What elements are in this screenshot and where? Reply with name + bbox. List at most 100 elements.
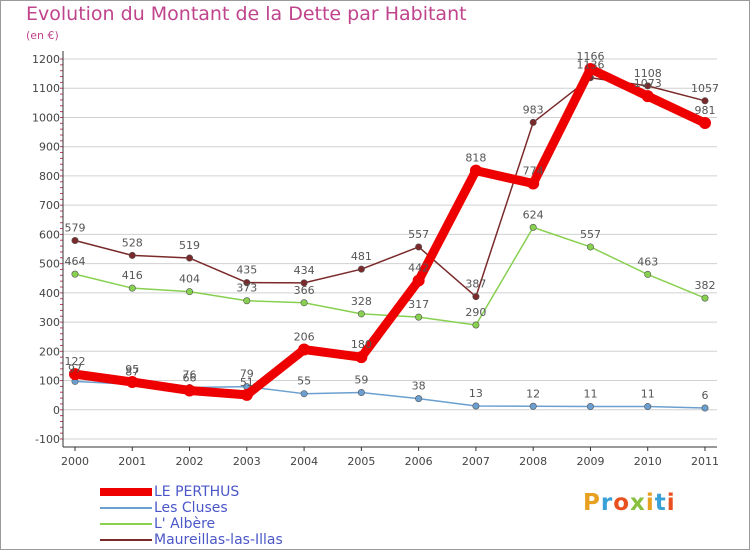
y-tick-label: -100 xyxy=(35,433,60,446)
data-point xyxy=(644,270,652,278)
data-point xyxy=(701,97,709,105)
legend-swatch xyxy=(100,523,152,525)
data-label: 624 xyxy=(523,208,544,221)
y-tick-label: 0 xyxy=(53,404,60,417)
data-label: 180 xyxy=(351,338,372,351)
data-label: 373 xyxy=(236,282,257,295)
data-point xyxy=(529,223,537,231)
y-tick-label: 800 xyxy=(39,170,60,183)
data-point xyxy=(641,90,654,103)
data-point xyxy=(298,343,311,356)
data-label: 122 xyxy=(65,355,86,368)
data-point xyxy=(128,251,136,259)
x-tick-label: 2006 xyxy=(405,455,433,468)
data-point xyxy=(240,388,253,401)
data-point xyxy=(300,299,308,307)
data-label: 1057 xyxy=(691,82,719,95)
data-label: 97 xyxy=(68,362,82,375)
data-point xyxy=(71,237,79,245)
data-label: 206 xyxy=(294,331,315,344)
data-label: 66 xyxy=(183,371,197,384)
data-point xyxy=(357,265,365,273)
data-label: 981 xyxy=(695,104,716,117)
data-point xyxy=(186,288,194,296)
data-label: 55 xyxy=(297,375,311,388)
data-label: 774 xyxy=(523,165,544,178)
data-label: 6 xyxy=(702,389,709,402)
data-label: 12 xyxy=(526,387,540,400)
y-tick-label: 1000 xyxy=(32,111,60,124)
data-label: 79 xyxy=(240,368,254,381)
x-tick-label: 2008 xyxy=(519,455,547,468)
data-point xyxy=(355,351,368,364)
legend-swatch xyxy=(100,488,152,496)
data-label: 1136 xyxy=(576,59,604,72)
y-tick-label: 300 xyxy=(39,316,60,329)
data-label: 366 xyxy=(294,284,315,297)
data-label: 11 xyxy=(641,388,655,401)
series-line xyxy=(74,226,706,326)
data-point xyxy=(415,395,423,403)
legend-swatch xyxy=(100,507,152,509)
data-point xyxy=(699,117,711,130)
y-tick-label: 100 xyxy=(39,375,60,388)
data-point xyxy=(186,254,194,262)
data-label: 51 xyxy=(240,376,254,389)
data-label: 404 xyxy=(179,273,200,286)
x-tick-label: 2000 xyxy=(61,455,89,468)
data-point xyxy=(415,243,423,251)
data-label: 416 xyxy=(122,269,143,282)
y-tick-label: 1200 xyxy=(32,53,60,66)
data-label: 519 xyxy=(179,239,200,252)
data-point xyxy=(644,82,652,90)
data-label: 557 xyxy=(580,228,601,241)
proxiti-logo: Proxiti xyxy=(583,490,676,516)
data-label: 38 xyxy=(412,380,426,393)
legend-label: LE PERTHUS xyxy=(154,484,240,500)
data-label: 328 xyxy=(351,295,372,308)
data-point xyxy=(300,279,308,287)
x-tick-label: 2004 xyxy=(290,455,318,468)
data-point xyxy=(644,403,652,411)
y-tick-label: 600 xyxy=(39,228,60,241)
x-tick-label: 2001 xyxy=(118,455,146,468)
data-label: 11 xyxy=(583,388,597,401)
series-line xyxy=(74,76,706,298)
x-tick-label: 2011 xyxy=(691,455,719,468)
data-label: 463 xyxy=(637,255,658,268)
data-point xyxy=(701,294,709,302)
data-label: 87 xyxy=(125,365,139,378)
y-tick-label: 700 xyxy=(39,199,60,212)
x-tick-label: 2010 xyxy=(634,455,662,468)
data-label: 434 xyxy=(294,264,315,277)
data-label: 818 xyxy=(465,152,486,165)
legend-label: L' Albère xyxy=(154,516,216,532)
data-label: 13 xyxy=(469,387,483,400)
data-label: 317 xyxy=(408,298,429,311)
data-point xyxy=(472,402,480,410)
data-point xyxy=(701,404,709,412)
data-point xyxy=(412,274,425,287)
data-label: 464 xyxy=(65,255,86,268)
data-label: 481 xyxy=(351,250,372,263)
y-tick-label: 900 xyxy=(39,141,60,154)
data-label: 983 xyxy=(523,103,544,116)
data-label: 59 xyxy=(354,374,368,387)
data-label: 382 xyxy=(695,279,716,292)
data-point xyxy=(183,384,196,397)
data-label: 579 xyxy=(65,222,86,235)
data-point xyxy=(71,270,79,278)
data-point xyxy=(243,297,251,305)
data-point xyxy=(529,118,537,126)
data-point xyxy=(472,321,480,329)
data-point xyxy=(469,164,482,177)
data-point xyxy=(357,310,365,318)
y-tick-label: 400 xyxy=(39,287,60,300)
data-label: 435 xyxy=(236,264,257,277)
data-label: 1073 xyxy=(634,77,662,90)
x-tick-label: 2002 xyxy=(176,455,204,468)
data-label: 557 xyxy=(408,228,429,241)
y-tick-label: 500 xyxy=(39,258,60,271)
data-label: 1108 xyxy=(634,67,662,80)
